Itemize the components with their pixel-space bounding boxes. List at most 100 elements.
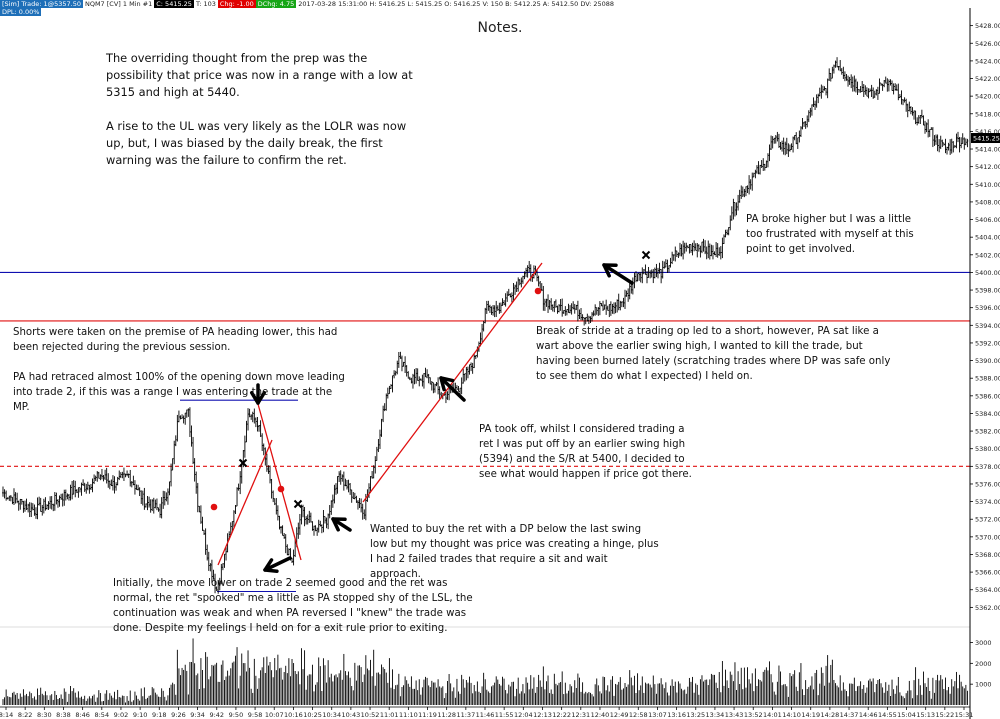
y-tick-label: 5362.00 (975, 604, 1000, 612)
x-tick-label: 8:46 (75, 711, 90, 719)
last-price-tag (971, 133, 1000, 144)
note-higher: PA broke higher but I was a little too f… (746, 214, 914, 255)
note-took-off: PA took off, whilst I considered trading… (479, 424, 692, 480)
header-item: C: 5415.25 (154, 0, 194, 8)
y-tick-label: 5382.00 (975, 428, 1000, 436)
x-tick-label: 11:01 (380, 711, 399, 719)
trendlines (217, 262, 543, 566)
y-tick-label: 5394.00 (975, 322, 1000, 330)
y-tick-label: 5364.00 (975, 586, 1000, 594)
volume-tick-label: 1000 (975, 681, 992, 689)
x-tick-label: 9:02 (114, 711, 129, 719)
x-tick-label: 12:49 (610, 711, 629, 719)
header-item: [Sim] Trade: 1@5357.50 (0, 0, 83, 8)
y-tick-label: 5422.00 (975, 75, 1000, 83)
y-tick-label: 5420.00 (975, 93, 1000, 101)
x-tick-label: 11:10 (399, 711, 418, 719)
y-tick-label: 5406.00 (975, 216, 1000, 224)
y-tick-label: 5388.00 (975, 375, 1000, 383)
trendline (362, 262, 543, 503)
price-bars (2, 57, 969, 594)
arrow-shaft (263, 556, 292, 572)
x-tick-label: 10:52 (361, 711, 380, 719)
x-tick-label: 9:58 (248, 711, 263, 719)
y-tick-label: 5416.00 (975, 128, 1000, 136)
y-tick-label: 5370.00 (975, 533, 1000, 541)
x-tick-label: 10:25 (303, 711, 322, 719)
x-tick-label: 15:22 (935, 711, 954, 719)
y-tick-label: 5412.00 (975, 163, 1000, 171)
y-tick-label: 5378.00 (975, 463, 1000, 471)
x-tick-label: 10:34 (322, 711, 341, 719)
y-tick-label: 5404.00 (975, 234, 1000, 242)
x-tick-label: 9:42 (209, 711, 224, 719)
x-tick-label: 12:22 (552, 711, 571, 719)
trade-markers (210, 250, 651, 511)
x-tick-label: 13:43 (725, 711, 744, 719)
arrow-head (602, 263, 618, 278)
x-tick-label: 9:50 (229, 711, 244, 719)
y-tick-label: 5374.00 (975, 498, 1000, 506)
x-tick-label: 12:58 (629, 711, 648, 719)
x-tick-label: 10:07 (265, 711, 284, 719)
header-item: Chg: -1.00 (217, 0, 256, 8)
x-tick-label: 10:43 (342, 711, 361, 719)
note-initially: Initially, the move lower on trade 2 see… (113, 578, 473, 634)
x-tick-label: 13:07 (648, 711, 667, 719)
x-tick-label: 15:04 (897, 711, 916, 719)
x-tick-label: 9:10 (133, 711, 148, 719)
y-tick-label: 5424.00 (975, 57, 1000, 65)
x-tick-label: 9:26 (171, 711, 186, 719)
x-tick-label: 13:16 (667, 711, 686, 719)
x-tick-label: 8:14 (0, 711, 13, 719)
y-tick-label: 5408.00 (975, 198, 1000, 206)
x-tick-label: 14:01 (763, 711, 782, 719)
x-tick-label: 11:37 (456, 711, 475, 719)
y-tick-label: 5366.00 (975, 569, 1000, 577)
annotation-arrows (249, 263, 634, 573)
x-tick-label: 12:04 (514, 711, 533, 719)
arrow-head (439, 376, 455, 392)
y-tick-label: 5400.00 (975, 269, 1000, 277)
note-wanted: Wanted to buy the ret with a DP below th… (370, 524, 659, 580)
x-tick-label: 11:19 (418, 711, 437, 719)
x-tick-label: 8:22 (18, 711, 33, 719)
volume-tick-label: 2000 (975, 660, 992, 668)
arrow-head (249, 391, 267, 405)
y-tick-label: 5368.00 (975, 551, 1000, 559)
volume-tick-label: 3000 (975, 639, 992, 647)
x-tick-label: 10:16 (284, 711, 303, 719)
exit-mark (238, 458, 248, 468)
trendline (217, 439, 273, 566)
arrow-head (331, 517, 347, 532)
trendline (257, 403, 302, 561)
note-shorts: Shorts were taken on the premise of PA h… (13, 327, 345, 413)
y-tick-label: 5398.00 (975, 287, 1000, 295)
y-tick-label: 5426.00 (975, 40, 1000, 48)
y-tick-label: 5386.00 (975, 392, 1000, 400)
x-tick-label: 8:38 (56, 711, 71, 719)
y-tick-label: 5390.00 (975, 357, 1000, 365)
arrow-shaft (602, 263, 634, 285)
x-tick-label: 14:10 (782, 711, 801, 719)
x-tick-label: 14:28 (821, 711, 840, 719)
x-tick-label: 12:40 (591, 711, 610, 719)
note-prep: The overriding thought from the prep was… (106, 51, 413, 167)
y-tick-label: 5410.00 (975, 181, 1000, 189)
arrow-shaft (439, 376, 466, 402)
entry-dot (534, 287, 542, 295)
x-tick-label: 11:28 (437, 711, 456, 719)
dpl-badge: DPL: 0.00% (0, 8, 42, 16)
exit-mark (641, 250, 651, 260)
header-item: NQM7 [CV] 1 Min #1 (84, 0, 153, 8)
x-tick-label: 9:18 (152, 711, 167, 719)
chart-header: [Sim] Trade: 1@5357.50 NQM7 [CV] 1 Min #1… (0, 0, 616, 8)
last-price-label: 5415.25 (973, 135, 1000, 143)
entry-dot (210, 503, 218, 511)
y-tick-label: 5428.00 (975, 22, 1000, 30)
x-tick-label: 14:55 (878, 711, 897, 719)
x-tick-label: 11:46 (476, 711, 495, 719)
y-tick-label: 5376.00 (975, 480, 1000, 488)
x-tick-label: 14:46 (859, 711, 878, 719)
